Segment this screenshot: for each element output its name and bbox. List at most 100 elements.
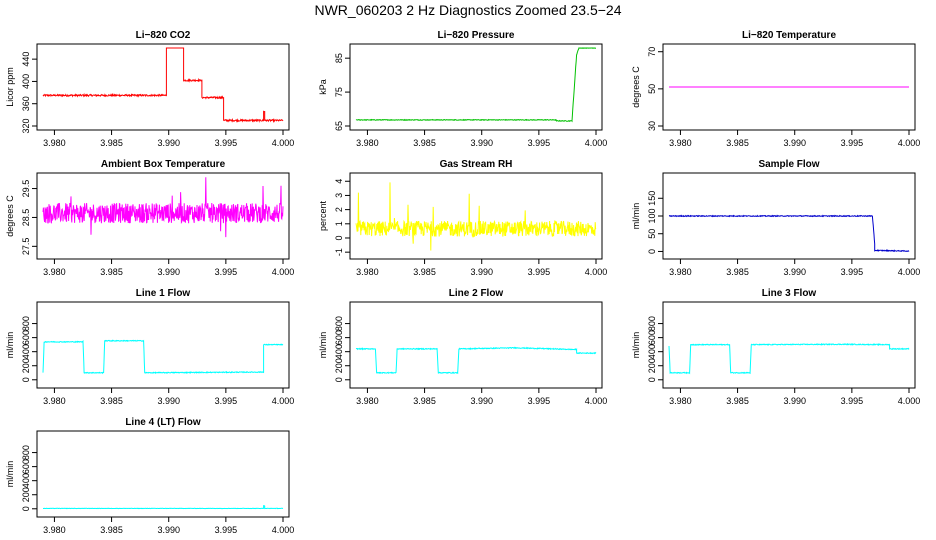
- plot-title: Line 1 Flow: [136, 288, 191, 299]
- chart-p8: Line 2 Flow 3.980 3.985 3.990 3.995 4.000 0 200…: [318, 288, 607, 406]
- plot-frame: [349, 43, 603, 131]
- x-tick-label: 3.995: [215, 525, 238, 535]
- x-tick-label: 3.980: [356, 396, 379, 406]
- y-tick-label: 200: [21, 487, 31, 502]
- x-tick-label: 4.000: [272, 396, 295, 406]
- plot-frame: [36, 301, 290, 389]
- y-tick-label: 50: [647, 84, 657, 94]
- plot-title: Li−820 Temperature: [742, 30, 836, 41]
- y-axis-label: ml/min: [631, 332, 641, 359]
- y-tick-label: 400: [21, 473, 31, 488]
- x-tick-label: 3.990: [470, 267, 493, 277]
- series-line: [42, 339, 284, 375]
- y-axis-label: degrees C: [631, 66, 641, 108]
- x-tick-label: 3.995: [528, 267, 551, 277]
- plot-frame: [36, 172, 290, 260]
- y-tick-label: 200: [334, 358, 344, 373]
- x-tick-label: 3.980: [669, 138, 692, 148]
- y-tick-label: 1: [334, 221, 344, 226]
- y-tick-label: 800: [21, 316, 31, 331]
- x-tick-label: 3.995: [528, 396, 551, 406]
- y-tick-label: 800: [21, 445, 31, 460]
- y-tick-label: 2: [334, 207, 344, 212]
- x-tick-label: 3.980: [356, 267, 379, 277]
- x-tick-label: 3.990: [157, 138, 180, 148]
- y-tick-label: 3: [334, 193, 344, 198]
- x-tick-label: 4.000: [898, 267, 921, 277]
- x-tick-label: 3.990: [470, 396, 493, 406]
- y-tick-label: 0: [647, 249, 657, 254]
- series-line: [43, 504, 284, 510]
- y-tick-label: 800: [334, 316, 344, 331]
- y-tick-label: 30: [647, 121, 657, 131]
- x-tick-label: 3.995: [528, 138, 551, 148]
- y-tick-label: 0: [334, 235, 344, 240]
- y-tick-label: 400: [334, 344, 344, 359]
- y-tick-label: 4: [334, 179, 344, 184]
- y-tick-label: 85: [334, 53, 344, 63]
- y-axis-label: ml/min: [5, 332, 15, 359]
- x-tick-label: 3.985: [726, 138, 749, 148]
- chart-p2: Li−820 Pressure 3.980 3.985 3.990 3.995 4.000…: [318, 30, 607, 148]
- x-tick-label: 3.990: [470, 138, 493, 148]
- y-tick-label: 320: [21, 118, 31, 133]
- y-tick-label: 200: [647, 358, 657, 373]
- y-tick-label: 200: [21, 358, 31, 373]
- x-tick-label: 3.995: [215, 396, 238, 406]
- y-tick-label: 0: [647, 377, 657, 382]
- x-tick-label: 3.980: [669, 267, 692, 277]
- y-tick-label: 440: [21, 52, 31, 67]
- y-tick-label: 27.5: [21, 238, 31, 256]
- plot-frame: [662, 301, 916, 389]
- plot-title: Line 4 (LT) Flow: [125, 417, 201, 428]
- plot-title: Ambient Box Temperature: [101, 159, 226, 170]
- plot-frame: [349, 301, 603, 389]
- y-tick-label: 29.5: [21, 180, 31, 198]
- y-tick-label: 600: [21, 330, 31, 345]
- x-tick-label: 3.985: [100, 138, 123, 148]
- x-tick-label: 3.990: [157, 525, 180, 535]
- x-tick-label: 3.985: [726, 267, 749, 277]
- y-tick-label: 400: [647, 344, 657, 359]
- chart-p3: Li−820 Temperature 3.980 3.985 3.990 3.995 4.…: [631, 30, 920, 148]
- series-line: [42, 177, 284, 238]
- x-tick-label: 3.980: [43, 267, 66, 277]
- x-tick-label: 3.985: [100, 525, 123, 535]
- chart-p7: Line 1 Flow 3.980 3.985 3.990 3.995 4.000 0 200…: [5, 288, 294, 406]
- x-tick-label: 3.985: [726, 396, 749, 406]
- x-tick-label: 3.980: [356, 138, 379, 148]
- y-axis-label: kPa: [318, 79, 328, 95]
- y-tick-label: 400: [21, 344, 31, 359]
- x-tick-label: 3.990: [783, 138, 806, 148]
- plot-frame: [349, 172, 603, 260]
- x-tick-label: 4.000: [585, 396, 608, 406]
- plot-title: Line 3 Flow: [762, 288, 817, 299]
- plot-title: Li−820 CO2: [136, 30, 191, 41]
- x-tick-label: 3.990: [783, 267, 806, 277]
- x-tick-label: 4.000: [898, 396, 921, 406]
- y-tick-label: 100: [647, 208, 657, 223]
- chart-p1: Li−820 CO2 3.980 3.985 3.990 3.995 4.000 320 36…: [5, 30, 294, 148]
- chart-p4: Ambient Box Temperature 3.980 3.985 3.990 3.…: [5, 159, 294, 277]
- plot-title: Sample Flow: [758, 159, 819, 170]
- plot-frame: [36, 430, 290, 518]
- y-axis-label: degrees C: [5, 195, 15, 237]
- y-tick-label: 65: [334, 121, 344, 131]
- x-tick-label: 3.985: [413, 396, 436, 406]
- y-tick-label: 600: [647, 330, 657, 345]
- y-tick-label: 600: [334, 330, 344, 345]
- y-tick-label: 150: [647, 191, 657, 206]
- x-tick-label: 3.990: [157, 267, 180, 277]
- series-line: [355, 346, 597, 375]
- series-line: [355, 182, 597, 251]
- y-tick-label: 360: [21, 96, 31, 111]
- x-tick-label: 3.990: [157, 396, 180, 406]
- y-tick-label: 400: [21, 74, 31, 89]
- y-tick-label: 600: [21, 459, 31, 474]
- series-line: [668, 342, 910, 375]
- y-tick-label: 70: [647, 47, 657, 57]
- y-tick-label: 0: [21, 377, 31, 382]
- x-tick-label: 4.000: [272, 138, 295, 148]
- x-tick-label: 4.000: [272, 267, 295, 277]
- y-axis-label: ml/min: [631, 203, 641, 230]
